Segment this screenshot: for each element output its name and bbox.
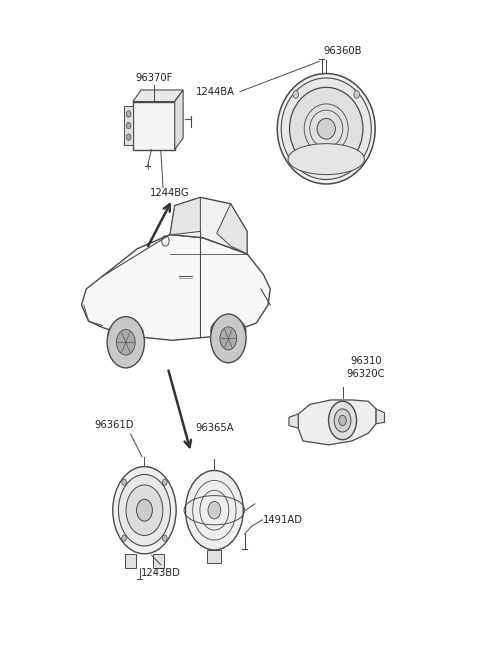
Polygon shape <box>175 90 183 149</box>
Circle shape <box>329 402 357 440</box>
Bar <box>207 550 221 563</box>
Text: 1243BD: 1243BD <box>141 568 180 578</box>
Circle shape <box>339 415 346 426</box>
Ellipse shape <box>317 119 336 139</box>
Circle shape <box>136 499 152 521</box>
Ellipse shape <box>281 78 371 179</box>
Circle shape <box>117 329 135 355</box>
Polygon shape <box>376 409 384 424</box>
Ellipse shape <box>277 73 375 184</box>
FancyBboxPatch shape <box>133 102 175 149</box>
Text: 96361D: 96361D <box>95 420 134 430</box>
Text: 96320C: 96320C <box>347 369 385 379</box>
Circle shape <box>126 485 163 536</box>
Bar <box>125 554 136 568</box>
Bar <box>153 554 164 568</box>
Circle shape <box>208 502 221 519</box>
Text: 96360B: 96360B <box>324 46 362 56</box>
Circle shape <box>113 466 176 554</box>
Text: 96310: 96310 <box>350 356 382 366</box>
Circle shape <box>354 90 360 98</box>
Circle shape <box>163 535 167 542</box>
Circle shape <box>185 470 243 550</box>
Circle shape <box>354 159 360 167</box>
Ellipse shape <box>211 318 246 343</box>
Circle shape <box>334 409 351 432</box>
Circle shape <box>122 479 126 485</box>
Text: 96365A: 96365A <box>195 422 234 433</box>
Circle shape <box>107 316 144 368</box>
Polygon shape <box>133 90 183 102</box>
Circle shape <box>293 90 299 98</box>
Circle shape <box>119 474 170 546</box>
Circle shape <box>293 159 299 167</box>
Text: 96370F: 96370F <box>135 73 172 83</box>
Ellipse shape <box>108 321 144 346</box>
Circle shape <box>211 314 246 363</box>
Ellipse shape <box>289 87 363 170</box>
Polygon shape <box>170 197 200 234</box>
Text: 1244BG: 1244BG <box>150 188 190 198</box>
Polygon shape <box>170 197 247 253</box>
Circle shape <box>220 327 237 350</box>
Bar <box>124 105 133 145</box>
Polygon shape <box>289 414 298 428</box>
Ellipse shape <box>288 143 364 175</box>
Polygon shape <box>216 204 247 253</box>
Text: 1244BA: 1244BA <box>196 86 235 96</box>
Circle shape <box>126 122 131 129</box>
Circle shape <box>126 134 131 140</box>
Polygon shape <box>82 234 270 341</box>
Polygon shape <box>298 400 376 445</box>
Circle shape <box>122 535 126 542</box>
Circle shape <box>163 479 167 485</box>
Text: 1491AD: 1491AD <box>264 515 303 525</box>
Circle shape <box>126 111 131 117</box>
